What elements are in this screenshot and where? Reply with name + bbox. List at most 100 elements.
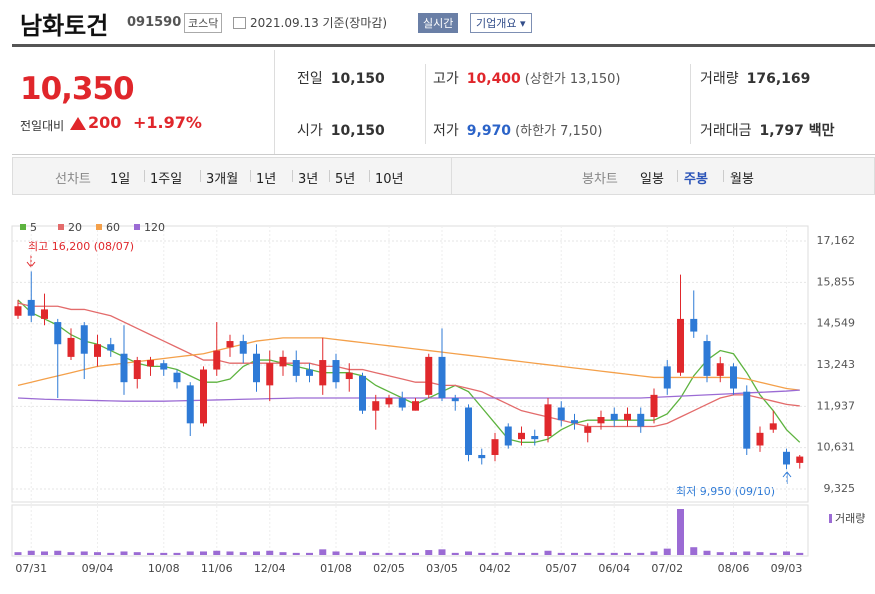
volume-legend-swatch	[829, 514, 832, 523]
x-tick-label: 12/04	[254, 562, 286, 575]
header: 남화토건 091590 코스닥 2021.09.13 기준(장마감) 실시간 기…	[0, 0, 875, 46]
volume-bar	[54, 550, 62, 555]
overview-label: 기업개요	[476, 17, 517, 30]
legend-label: 120	[144, 221, 165, 234]
volume-bar	[412, 552, 419, 555]
divider	[425, 64, 426, 144]
x-tick-label: 02/05	[373, 562, 405, 575]
candle-tab[interactable]: 주봉	[684, 172, 708, 187]
candle-body	[650, 394, 658, 418]
plot-frame	[11, 225, 809, 503]
volume-bar	[359, 551, 366, 555]
candle-body	[372, 401, 380, 411]
volume-bar	[385, 552, 393, 555]
change-label: 전일대비	[20, 119, 65, 133]
candle-body	[796, 456, 804, 463]
legend-swatch	[96, 224, 102, 230]
tab-separator	[369, 170, 370, 182]
candle-body	[690, 318, 698, 332]
period-tab[interactable]: 1년	[256, 172, 277, 187]
volume-bar	[491, 552, 499, 555]
annotation-high: 최고 16,200 (08/07)	[28, 240, 134, 253]
period-tab[interactable]: 3개월	[206, 172, 239, 187]
volume-bar	[213, 550, 221, 555]
candle-body	[438, 356, 446, 399]
candle-body	[663, 366, 671, 389]
candle-body	[518, 432, 525, 440]
x-tick-label: 06/04	[598, 562, 630, 575]
stat-label: 시가	[297, 123, 323, 139]
volume-bar	[94, 552, 101, 555]
up-triangle	[70, 117, 86, 130]
overview-dropdown[interactable]: 기업개요 ▾	[470, 13, 532, 33]
candle-body	[637, 413, 645, 427]
tab-separator	[144, 170, 145, 182]
candle-body	[504, 426, 512, 446]
stat-label: 거래대금	[700, 123, 752, 139]
candle-body	[147, 360, 154, 367]
candle-body	[292, 360, 300, 376]
stat: 저가 9,970 (하한가 7,150)	[433, 120, 602, 140]
volume-bar	[756, 552, 764, 555]
period-tab[interactable]: 5년	[335, 172, 356, 187]
volume-bar	[14, 552, 22, 555]
volume-frame	[11, 504, 809, 557]
candle-body	[160, 363, 168, 370]
volume-bar	[319, 549, 327, 555]
volume-bar	[451, 552, 459, 555]
y-tick-label: 10,631	[817, 441, 856, 454]
volume-bar	[597, 552, 605, 555]
volume-bar	[478, 552, 486, 555]
volume-bar	[624, 552, 631, 555]
x-tick-label: 05/07	[545, 562, 577, 575]
candle-tab[interactable]: 일봉	[640, 172, 664, 187]
stat-value: 10,150	[330, 71, 385, 87]
stock-name: 남화토건	[20, 12, 109, 40]
x-tick-label: 07/31	[15, 562, 47, 575]
candle-body	[716, 363, 724, 376]
candle-body	[279, 356, 287, 367]
tab-separator	[329, 170, 330, 182]
period-tab[interactable]: 1일	[110, 172, 131, 187]
stat: 거래량 176,169	[700, 68, 810, 88]
volume-bar	[504, 552, 512, 555]
candle-body	[703, 341, 711, 376]
period-tab[interactable]: 10년	[375, 172, 404, 187]
y-tick-label: 9,325	[824, 482, 856, 495]
y-tick-label: 14,549	[817, 317, 856, 330]
realtime-button[interactable]: 실시간	[418, 13, 459, 33]
period-tab[interactable]: 3년	[298, 172, 319, 187]
volume-bar	[173, 552, 181, 555]
candle-tab[interactable]: 월봉	[730, 172, 754, 187]
ma-line	[17, 302, 800, 428]
volume-bar	[107, 552, 115, 555]
volume-bar	[345, 552, 353, 555]
volume-bar	[398, 552, 406, 555]
volume-bar	[650, 551, 658, 555]
volume-bar	[425, 550, 433, 555]
period-tab[interactable]: 1주일	[150, 172, 183, 187]
volume-bar	[332, 551, 340, 555]
volume-bar	[703, 550, 711, 555]
candle-body	[491, 439, 499, 455]
volume-bar	[253, 551, 260, 555]
candle-body	[133, 360, 141, 380]
volume-bar	[663, 548, 671, 555]
candle-body	[253, 353, 260, 383]
tab-label: 선차트	[55, 172, 91, 187]
volume-bar	[783, 551, 790, 555]
divider	[274, 50, 275, 154]
ma-line	[17, 389, 800, 402]
candle-body	[67, 337, 75, 357]
volume-bar	[610, 552, 618, 555]
calendar-icon	[233, 17, 246, 29]
candle-body	[597, 417, 605, 424]
stat-extra: (하한가 7,150)	[515, 124, 603, 139]
stock-code: 091590	[127, 15, 182, 30]
candle-body	[398, 398, 406, 408]
candle-body	[677, 318, 684, 373]
volume-bar	[438, 549, 446, 555]
volume-bar	[41, 551, 48, 555]
candle-body	[385, 398, 393, 405]
